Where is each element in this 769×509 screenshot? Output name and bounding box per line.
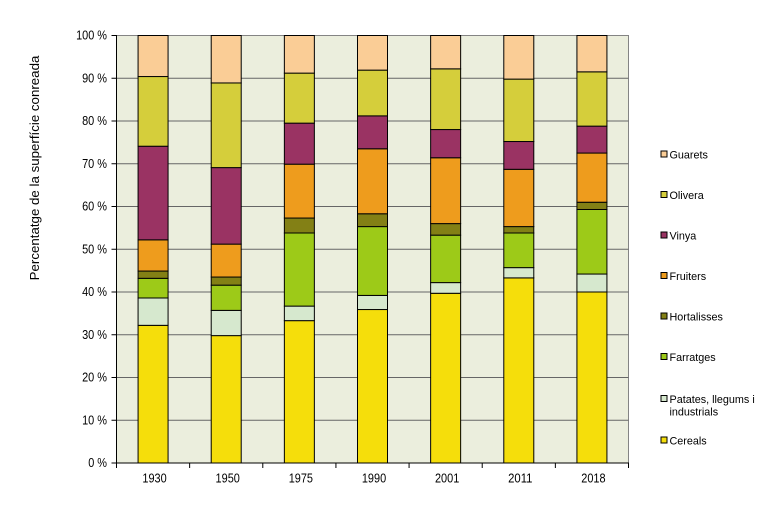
- svg-text:Cereals: Cereals: [670, 436, 708, 448]
- svg-text:1950: 1950: [216, 471, 240, 486]
- svg-text:90 %: 90 %: [82, 70, 107, 85]
- svg-text:Hortalisses: Hortalisses: [670, 312, 724, 324]
- svg-text:Farratges: Farratges: [670, 352, 717, 364]
- svg-text:1930: 1930: [142, 471, 166, 486]
- svg-text:2011: 2011: [508, 471, 532, 486]
- svg-text:2018: 2018: [581, 471, 605, 486]
- svg-text:0 %: 0 %: [88, 455, 107, 470]
- svg-text:50 %: 50 %: [82, 241, 107, 256]
- svg-text:40 %: 40 %: [82, 284, 107, 299]
- svg-text:Percentatge de la superfície c: Percentatge de la superfície conreada: [27, 55, 42, 280]
- svg-text:Vinya: Vinya: [670, 231, 697, 243]
- svg-text:80 %: 80 %: [82, 113, 107, 128]
- svg-text:Fruiters: Fruiters: [670, 271, 707, 283]
- svg-text:10 %: 10 %: [82, 412, 107, 427]
- svg-text:industrials: industrials: [670, 407, 719, 419]
- svg-text:70 %: 70 %: [82, 156, 107, 171]
- svg-text:60 %: 60 %: [82, 199, 107, 214]
- svg-text:30 %: 30 %: [82, 327, 107, 342]
- svg-text:Olivera: Olivera: [670, 190, 704, 202]
- svg-text:20 %: 20 %: [82, 370, 107, 385]
- svg-text:2001: 2001: [435, 471, 459, 486]
- svg-text:1975: 1975: [289, 471, 313, 486]
- svg-text:Guarets: Guarets: [670, 150, 709, 162]
- svg-text:Patates, llegums i: Patates, llegums i: [670, 394, 755, 406]
- svg-text:1990: 1990: [362, 471, 386, 486]
- svg-text:100 %: 100 %: [76, 28, 107, 43]
